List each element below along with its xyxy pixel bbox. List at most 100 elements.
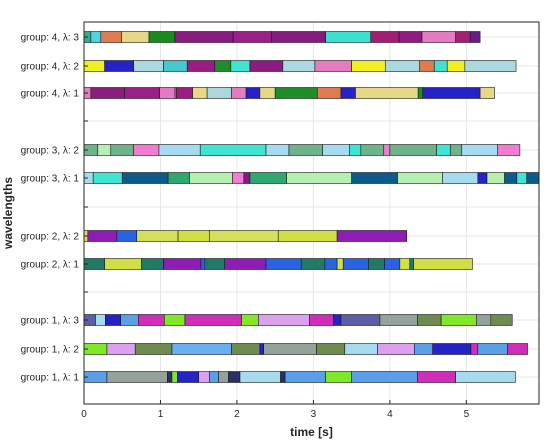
segment-bar xyxy=(218,371,229,383)
segment-bar xyxy=(141,258,164,270)
segment-bar xyxy=(249,60,284,72)
row-label: group: 1, λ: 1 xyxy=(21,373,80,384)
segment-bar xyxy=(241,314,259,326)
segment-bar xyxy=(409,258,414,270)
segment-bar xyxy=(417,371,456,383)
segment-bar xyxy=(421,31,456,43)
segment-bar xyxy=(271,31,326,43)
segment-bar xyxy=(163,314,186,326)
segment-bar xyxy=(477,343,508,355)
segment-bar xyxy=(490,314,513,326)
segment-bar xyxy=(167,172,190,184)
segment-bar xyxy=(239,371,281,383)
segment-bar xyxy=(230,60,251,72)
segment-bar xyxy=(133,144,160,156)
segment-bar xyxy=(134,343,173,355)
segment-bar xyxy=(436,144,451,156)
segment-bar xyxy=(486,172,505,184)
segment-bar xyxy=(507,343,528,355)
segment-bar xyxy=(259,343,265,355)
segment-bar xyxy=(245,87,261,99)
segment-bar xyxy=(377,343,415,355)
segment-bar xyxy=(370,31,400,43)
segment-bar xyxy=(419,60,435,72)
x-tick-label: 3 xyxy=(311,409,317,420)
segment-bar xyxy=(446,60,466,72)
segment-bar xyxy=(124,87,161,99)
segment-bar xyxy=(121,172,169,184)
segment-bar xyxy=(309,314,334,326)
segment-bar xyxy=(163,258,202,270)
segment-bar xyxy=(324,258,338,270)
segment-bar xyxy=(105,314,122,326)
segment-bar xyxy=(174,31,234,43)
segment-bar xyxy=(384,60,421,72)
segment-bar xyxy=(158,144,201,156)
row-label: group: 4, λ: 1 xyxy=(21,89,80,100)
segment-bar xyxy=(249,172,287,184)
segment-bar xyxy=(116,230,138,242)
row-label: group: 3, λ: 2 xyxy=(21,146,80,157)
segment-bar xyxy=(274,87,318,99)
segment-bar xyxy=(231,343,261,355)
gantt-row xyxy=(83,144,521,156)
segment-bar xyxy=(224,258,267,270)
segment-bar xyxy=(120,314,139,326)
segments-layer xyxy=(83,31,540,383)
segment-bar xyxy=(340,87,356,99)
segment-bar xyxy=(137,314,165,326)
segment-bar xyxy=(159,87,176,99)
segment-bar xyxy=(464,60,517,72)
segment-bar xyxy=(440,314,477,326)
x-axis-title: time [s] xyxy=(290,425,333,439)
plot-frame xyxy=(83,21,540,405)
row-label: group: 1, λ: 2 xyxy=(21,345,80,356)
segment-bar xyxy=(258,314,310,326)
segment-bar xyxy=(90,31,102,43)
y-axis-title: wavelengths xyxy=(1,177,15,250)
segment-bar xyxy=(413,258,473,270)
segment-bar xyxy=(186,60,216,72)
segment-bar xyxy=(95,314,106,326)
segment-bar xyxy=(243,172,251,184)
segment-bar xyxy=(189,172,233,184)
segment-bar xyxy=(265,144,290,156)
segment-bar xyxy=(121,31,150,43)
segment-bar xyxy=(148,31,176,43)
segment-bar xyxy=(449,144,463,156)
segment-bar xyxy=(414,343,434,355)
segment-bar xyxy=(469,31,481,43)
segment-bar xyxy=(265,258,302,270)
segment-bar xyxy=(340,314,381,326)
segment-bar xyxy=(342,258,369,270)
segment-bar xyxy=(349,144,362,156)
segment-bar xyxy=(479,87,495,99)
row-label: group: 4, λ: 3 xyxy=(21,33,80,44)
x-tick-label: 2 xyxy=(234,409,240,420)
segment-bar xyxy=(284,371,326,383)
segment-bar xyxy=(455,31,471,43)
segment-bar xyxy=(360,144,385,156)
x-tick-label: 5 xyxy=(464,409,470,420)
row-labels: group: 4, λ: 3 group: 4, λ: 2 group: 4, λ:… xyxy=(21,33,80,384)
segment-bar xyxy=(171,371,178,383)
segment-bar xyxy=(167,371,173,383)
segment-bar xyxy=(87,230,118,242)
segment-bar xyxy=(433,60,448,72)
segment-bar xyxy=(379,314,418,326)
segment-bar xyxy=(351,60,386,72)
segment-bar xyxy=(106,371,168,383)
gantt-row xyxy=(83,172,540,184)
segment-bar xyxy=(206,87,232,99)
segment-bar xyxy=(398,31,423,43)
segment-bar xyxy=(325,371,352,383)
segment-bar xyxy=(110,144,135,156)
segment-bar xyxy=(442,172,479,184)
segment-bar xyxy=(461,144,499,156)
segment-bar xyxy=(322,144,350,156)
segment-bar xyxy=(316,87,342,99)
segment-bar xyxy=(332,314,342,326)
segment-bar xyxy=(470,343,479,355)
x-tick-label: 4 xyxy=(387,409,393,420)
